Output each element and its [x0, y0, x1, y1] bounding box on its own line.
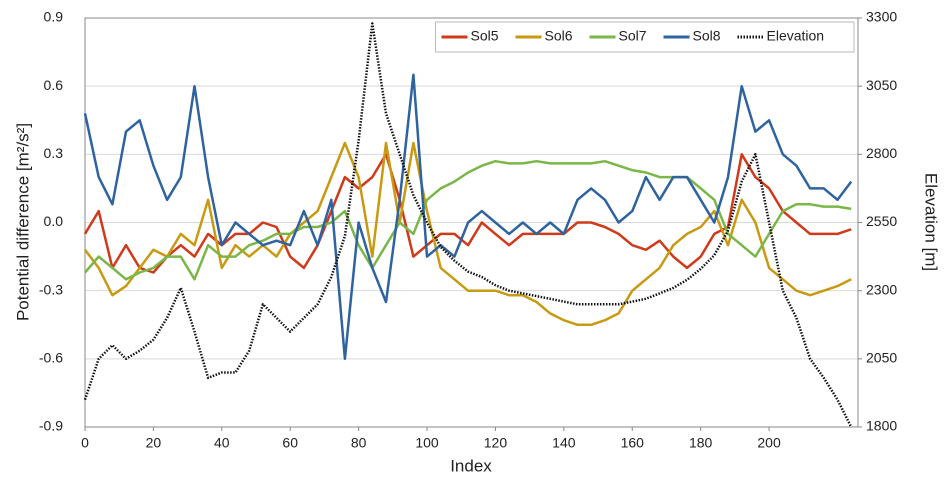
y-axis-title: Potential difference [m²/s²] — [13, 123, 32, 321]
x-tick-label: 180 — [689, 435, 713, 451]
plot-frame — [84, 17, 859, 428]
y2-axis-title: Elevation [m] — [922, 173, 941, 271]
y-tick-label: 0.6 — [44, 77, 64, 93]
line-series — [83, 73, 853, 361]
x-axis-title: Index — [450, 456, 492, 475]
y-tick-label: 0.0 — [44, 213, 64, 229]
y2-tick-label: 2050 — [866, 350, 897, 366]
legend-label: Elevation — [767, 28, 825, 44]
line-series — [84, 159, 852, 281]
y-tick-label: -0.9 — [39, 418, 63, 434]
y-tick-label: -0.6 — [39, 350, 63, 366]
legend-label: Sol5 — [471, 28, 499, 44]
x-tick-label: 80 — [351, 435, 367, 451]
line-series — [83, 22, 853, 428]
legend-label: Sol6 — [545, 28, 573, 44]
line-series — [84, 141, 852, 327]
x-tick-label: 20 — [146, 435, 162, 451]
legend-label: Sol8 — [693, 28, 721, 44]
y2-tick-label: 1800 — [866, 418, 897, 434]
y2-tick-label: 3300 — [866, 9, 897, 25]
x-tick-label: 140 — [552, 435, 576, 451]
legend-box — [435, 21, 855, 53]
x-tick-label: 160 — [621, 435, 645, 451]
x-tick-label: 40 — [214, 435, 230, 451]
x-tick-label: 100 — [415, 435, 439, 451]
y2-tick-label: 2550 — [866, 213, 897, 229]
x-tick-label: 120 — [484, 435, 508, 451]
y-tick-label: -0.3 — [39, 281, 63, 297]
x-tick-label: 0 — [81, 435, 89, 451]
y-tick-label: 0.3 — [44, 145, 64, 161]
y-tick-label: 0.9 — [44, 9, 64, 25]
x-tick-label: 60 — [282, 435, 298, 451]
y2-tick-label: 2800 — [866, 145, 897, 161]
y2-tick-label: 2300 — [866, 281, 897, 297]
line-series — [83, 153, 852, 274]
x-tick-label: 200 — [757, 435, 781, 451]
y2-tick-label: 3050 — [866, 77, 897, 93]
legend-label: Sol7 — [619, 28, 647, 44]
